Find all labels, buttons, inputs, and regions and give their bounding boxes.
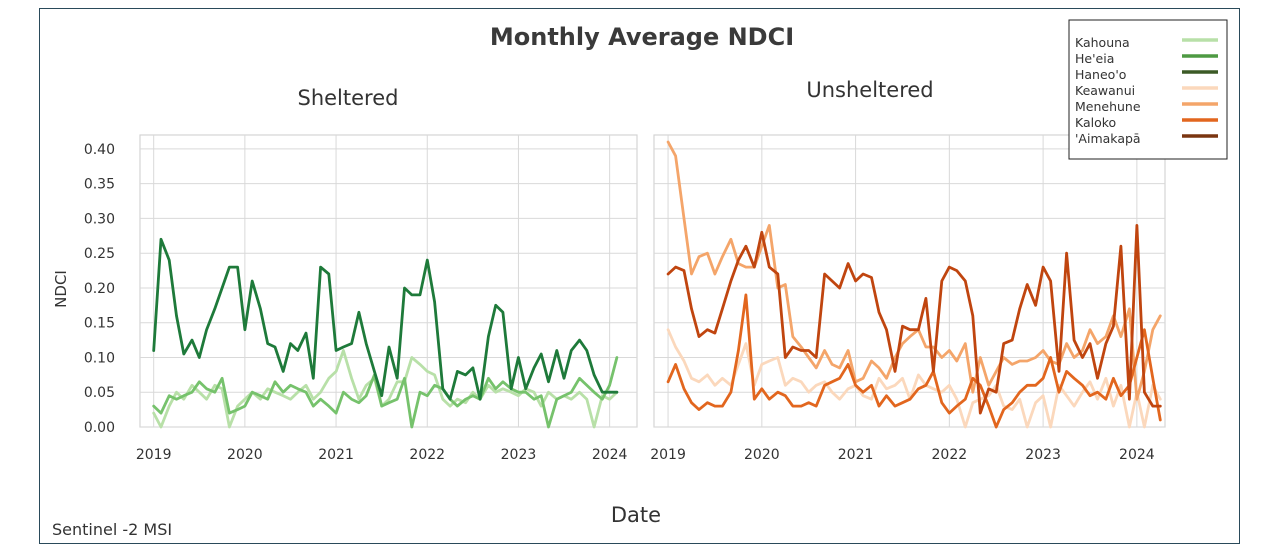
x-tick-label: 2021 xyxy=(838,447,874,463)
ndci-chart: Monthly Average NDCI Sheltered 2019 2020 2… xyxy=(52,19,1228,539)
legend: KahounaHe'eiaHaneo'oKeawanuiMenehuneKalo… xyxy=(1068,19,1228,160)
legend-label: Menehune xyxy=(1075,99,1141,114)
x-tick-label: 2019 xyxy=(650,447,686,463)
chart-title: Monthly Average NDCI xyxy=(490,23,794,51)
unsheltered-x-ticks: 2019 2020 2021 2022 2023 2024 xyxy=(650,447,1155,463)
legend-label: Keawanui xyxy=(1075,83,1135,98)
source-note: Sentinel -2 MSI xyxy=(52,520,172,539)
series-line-kaloko xyxy=(666,293,1162,429)
x-tick-label: 2022 xyxy=(409,447,445,463)
x-tick-label: 2022 xyxy=(932,447,968,463)
plot-area-border xyxy=(139,134,638,428)
y-axis-label: NDCI xyxy=(52,270,70,308)
series-line-haneo-o xyxy=(152,237,619,401)
series-line-aimakap xyxy=(666,223,1162,415)
y-tick-label: 0.00 xyxy=(84,420,115,436)
legend-label: Haneo'o xyxy=(1075,67,1126,82)
panel-title-sheltered: Sheltered xyxy=(298,86,399,110)
y-tick-label: 0.30 xyxy=(84,211,115,227)
y-tick-label: 0.25 xyxy=(84,246,115,262)
series-line-keawanui xyxy=(666,328,1162,429)
chart-frame: Monthly Average NDCI Sheltered 2019 2020 2… xyxy=(39,8,1240,544)
sheltered-grid xyxy=(139,134,638,428)
unsheltered-grid xyxy=(653,134,1166,428)
y-tick-label: 0.15 xyxy=(84,316,115,332)
x-tick-label: 2023 xyxy=(501,447,537,463)
y-tick-label: 0.05 xyxy=(84,385,115,401)
y-tick-label: 0.40 xyxy=(84,142,115,158)
unsheltered-panel: Unsheltered 2019 2020 2021 2022 2023 2024 xyxy=(650,78,1166,463)
y-tick-label: 0.35 xyxy=(84,177,115,193)
legend-label: Kaloko xyxy=(1075,115,1116,130)
x-tick-label: 2024 xyxy=(1119,447,1155,463)
x-tick-label: 2020 xyxy=(744,447,780,463)
x-tick-label: 2019 xyxy=(136,447,172,463)
legend-label: 'Aimakapā xyxy=(1075,131,1141,146)
y-tick-label: 0.10 xyxy=(84,350,115,366)
x-axis-label: Date xyxy=(611,503,661,527)
x-tick-label: 2020 xyxy=(227,447,263,463)
series-line-menehune xyxy=(666,140,1162,401)
y-axis-ticks: 0.40 0.35 0.30 0.25 0.20 0.15 0.10 0.05 0.00 xyxy=(84,142,115,436)
sheltered-lines xyxy=(152,237,619,429)
series-line-kahouna xyxy=(152,349,619,429)
x-tick-label: 2024 xyxy=(592,447,628,463)
y-tick-label: 0.20 xyxy=(84,281,115,297)
unsheltered-lines xyxy=(666,140,1162,429)
sheltered-x-ticks: 2019 2020 2021 2022 2023 2024 xyxy=(136,447,628,463)
sheltered-panel: Sheltered 2019 2020 2021 2022 2023 2024 xyxy=(136,86,638,463)
legend-label: He'eia xyxy=(1075,51,1114,66)
x-tick-label: 2023 xyxy=(1025,447,1061,463)
x-tick-label: 2021 xyxy=(318,447,354,463)
series-line-he-eia xyxy=(152,356,619,429)
legend-label: Kahouna xyxy=(1075,35,1130,50)
panel-title-unsheltered: Unsheltered xyxy=(806,78,933,102)
